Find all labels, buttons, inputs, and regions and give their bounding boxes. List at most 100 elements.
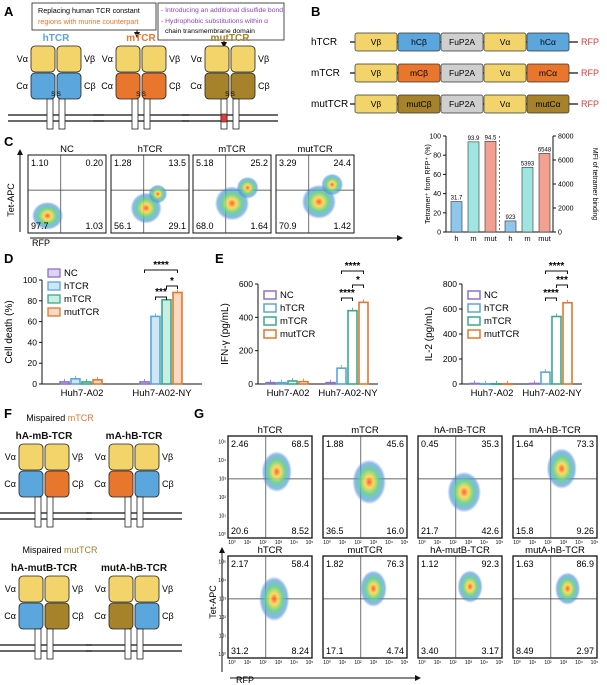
group-label: Huh7-A02-NY [522,388,582,399]
sig-bracket-nc-mut [144,269,178,273]
bar-category-label: m [470,234,476,243]
bar-value-label: 5393 [521,161,535,167]
bar [538,153,551,233]
quadrant-q3-value: 8.49 [516,646,534,656]
bar [298,380,309,385]
x-tick-label: 10³ [275,540,283,546]
panel-g-xlabel: RFP [236,675,254,685]
tm-alpha [46,98,54,130]
event-cloud [555,572,581,605]
quadrant-q3-value: 68.0 [196,221,214,231]
event-cloud [352,459,387,505]
panel-b-letter: B [311,4,320,19]
quadrant-q2-value: 13.5 [168,158,186,168]
panel-c-xlabel: RFP [32,238,50,248]
panel-c-bar-chart: 0 20 40 60 80 100 0 2000 4000 6000 8000 31.7 h 93.9 m 9… [425,134,598,244]
panel-c-letter: C [4,134,14,149]
bar [467,141,480,233]
bar [551,315,562,385]
v-alpha-domain [108,575,134,603]
bar [276,381,287,385]
bar-category-label: mut [484,234,497,243]
bar [521,166,534,233]
y-tick-label: 800 [443,279,457,289]
quadrant-q4-value: 29.1 [168,221,186,231]
il2-sig-m-mut-label: *** [556,275,568,286]
panel-f-title-2: Mispaired mutTCR [22,545,98,555]
ifn-sig-m-mut [352,284,364,288]
legend-swatch [263,290,277,300]
vector-segment-label: Vα [500,37,511,47]
legend-swatch [467,303,481,313]
v-alpha-domain [18,443,44,471]
left-tick-label: 20 [433,210,441,217]
quadrant-q3-value: 36.5 [326,526,344,536]
x-tick-label: 10⁵ [591,540,599,546]
v-alpha-domain [115,45,141,73]
construct-title: mutA-hB-TCR [101,563,168,574]
chart-ylabel: Cell death (%) [4,300,15,363]
bar [287,380,298,385]
sig-bracket-h-m-label: *** [155,287,167,298]
y-tick-label: 10⁰ [218,532,226,538]
quadrant-q1-value: 3.29 [279,158,297,168]
quadrant-q4-value: 3.17 [481,646,499,656]
y-tick-label: 0 [32,379,37,389]
construct-title: hTCR [43,33,70,44]
y-tick-label: 10⁵ [218,440,226,446]
quadrant-q1-value: 5.18 [196,158,214,168]
quadrant-q1-value: 1.88 [326,439,344,449]
vector-segment [397,94,441,114]
c-alpha-domain [108,602,134,630]
v-beta-domain [44,575,70,603]
v-beta-label: Vβ [162,584,173,594]
bar [92,379,103,385]
x-tick-label: 10³ [560,660,568,666]
quadrant-q4-value: 1.64 [250,221,268,231]
v-alpha-label: Vα [95,452,106,462]
c-beta-label: Cβ [258,81,270,91]
quadrant-q1-value: 2.46 [231,439,249,449]
quadrant-q1-value: 1.64 [516,439,534,449]
panel-a-note-right-line1: - Introducing an additional disulfide bo… [161,7,283,14]
panel-a-constructs: Vα Vβ Cα Cβ S S hTCR Vα Vβ Cα Cβ S S mTCR Vα Vβ Cα Cβ S … [8,33,278,130]
legend-swatch [263,329,277,339]
y-tick-label: 0 [452,379,457,389]
vector-row-name: mTCR [311,68,340,79]
bar-category-label: h [454,234,458,243]
x-tick-label: 10¹ [529,660,537,666]
vector-row-name: hTCR [311,37,337,48]
bar [150,315,161,385]
tm-alpha [131,98,139,130]
group-label: Huh7-A02 [61,388,104,399]
tm-beta [46,496,54,528]
v-beta-domain [230,45,256,73]
c-beta-domain [44,470,70,498]
event-cloud [261,451,292,493]
quadrant-q4-value: 4.74 [386,646,404,656]
right-tick-label: 8000 [558,134,574,141]
c-alpha-label: Cα [101,81,113,91]
sig-bracket-m-mut-label: * [170,276,174,287]
legend-swatch [47,294,61,304]
legend-label: hTCR [280,303,305,314]
bar [325,381,336,385]
quadrant-q4-value: 8.24 [291,646,309,656]
panel-g-ylabel: Tet-APC [208,585,218,619]
x-tick-label: 10⁵ [401,540,409,546]
construct-title: hA-mB-TCR [16,431,73,442]
c-beta-domain [56,72,82,100]
legend-swatch [263,316,277,326]
vector-segment-label: mutCβ [406,99,431,109]
vector-segment [397,63,441,83]
legend-label: NC [64,268,78,279]
bar-value-label: 6548 [538,147,552,153]
x-tick-label: 10⁰ [418,660,426,666]
tm-beta [136,496,144,528]
c-beta-label: Cβ [169,81,181,91]
x-tick-label: 10³ [370,540,378,546]
tm-beta [232,98,240,130]
left-tick-label: 80 [433,153,441,160]
flow-plot-frame [417,555,503,659]
flow-plot-title: mA-hB-TCR [529,425,581,436]
